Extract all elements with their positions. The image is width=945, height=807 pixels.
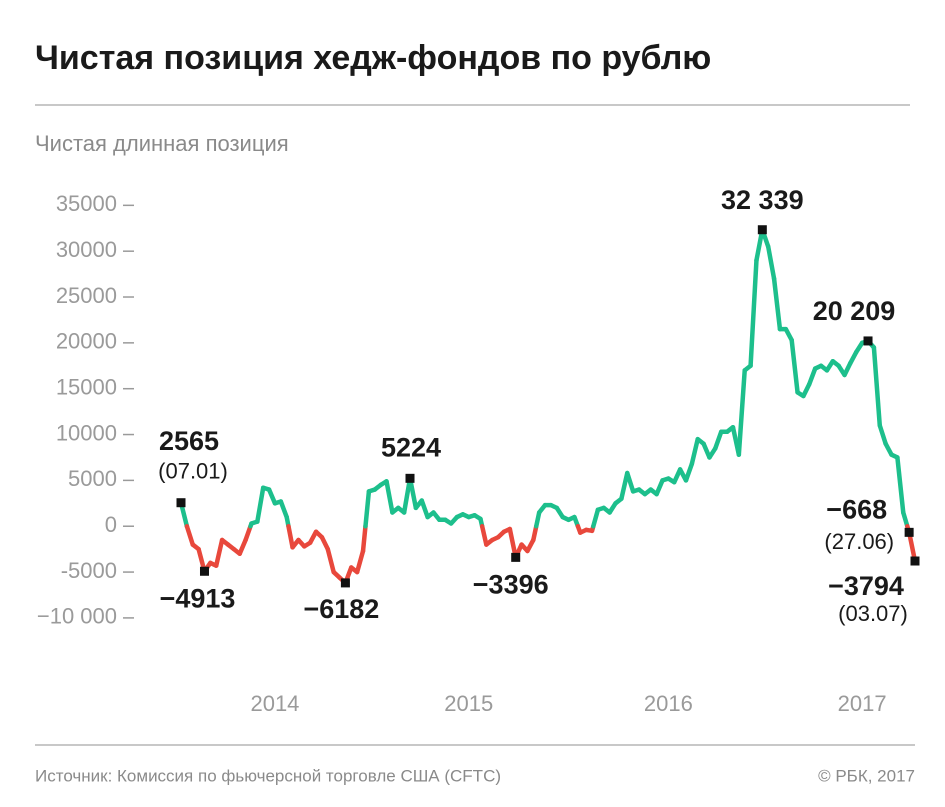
line-segment xyxy=(278,499,289,520)
line-segment xyxy=(877,423,888,446)
line-segment xyxy=(479,523,489,547)
line-segment xyxy=(419,498,430,520)
line-segment xyxy=(736,368,747,457)
line-segment xyxy=(765,244,777,281)
copyright: © РБК, 2017 xyxy=(818,766,915,785)
line-segment xyxy=(713,429,724,451)
line-segment xyxy=(384,479,395,515)
line-segment xyxy=(325,546,336,575)
y-tick-label: 0 xyxy=(105,512,117,537)
source: Источник: Комиссия по фьючерсной торговл… xyxy=(35,766,501,785)
point-marker xyxy=(340,578,350,588)
line-segment xyxy=(255,485,266,524)
line-segment xyxy=(748,258,759,369)
y-tick-label: 25000 xyxy=(56,283,117,308)
chart-title: Чистая позиция хедж-фондов по рублю xyxy=(35,39,711,77)
line-segment xyxy=(683,461,695,483)
value-label: 20 209 xyxy=(813,296,896,326)
point-marker xyxy=(910,556,920,566)
line-segment xyxy=(625,470,636,494)
value-label: −6182 xyxy=(303,594,379,624)
line-segment xyxy=(354,548,366,575)
line-segment xyxy=(534,510,542,529)
y-tick-label: 20000 xyxy=(56,329,117,354)
date-label: (03.07) xyxy=(838,601,908,626)
line-segment xyxy=(591,507,601,529)
line-segment xyxy=(654,478,665,497)
line-segment xyxy=(360,523,368,554)
value-label: −668 xyxy=(826,494,887,524)
line-segment xyxy=(507,526,518,560)
line-segment xyxy=(531,523,539,543)
line-segment xyxy=(754,227,765,263)
value-label: −4913 xyxy=(160,583,236,613)
value-label: 2565 xyxy=(159,426,219,456)
x-tick-label: 2017 xyxy=(838,691,887,716)
line-segment xyxy=(266,487,278,506)
line-segment xyxy=(895,455,906,515)
line-segment xyxy=(184,523,195,547)
line-segment xyxy=(243,523,253,543)
point-marker xyxy=(176,498,186,508)
line-segment xyxy=(237,537,248,556)
value-label: 5224 xyxy=(381,432,441,462)
line-segment xyxy=(901,510,910,529)
point-marker xyxy=(511,552,521,562)
line-segment xyxy=(807,366,818,387)
line-segment xyxy=(407,476,419,511)
value-label: 32 339 xyxy=(721,185,804,215)
line-segment xyxy=(363,489,372,529)
y-tick-label: 15000 xyxy=(56,375,117,400)
y-tick-label: 30000 xyxy=(56,237,117,262)
date-label: (27.06) xyxy=(824,529,894,554)
point-marker xyxy=(904,527,914,537)
line-segment xyxy=(771,276,783,332)
y-tick-label: -5000 xyxy=(61,558,117,583)
point-marker xyxy=(405,473,415,483)
y-tick-label: 10000 xyxy=(56,420,117,445)
x-tick-label: 2014 xyxy=(250,691,299,716)
value-label: −3396 xyxy=(473,569,549,599)
line-segment xyxy=(213,537,225,568)
y-tick-label: −10 000 xyxy=(37,604,117,629)
value-label: −3794 xyxy=(828,571,904,601)
subtitle: Чистая длинная позиция xyxy=(35,131,289,156)
line-segment xyxy=(286,523,295,550)
line-segment xyxy=(689,436,700,467)
y-tick-label: 5000 xyxy=(68,466,117,491)
point-marker xyxy=(199,566,209,576)
x-tick-label: 2015 xyxy=(444,691,493,716)
line-segment xyxy=(789,337,800,395)
y-tick-label: 35000 xyxy=(56,191,117,216)
line-segment xyxy=(871,345,883,428)
x-tick-label: 2016 xyxy=(644,691,693,716)
point-marker xyxy=(757,225,767,235)
point-marker xyxy=(863,336,873,346)
line-segment xyxy=(906,530,918,564)
date-label: (07.01) xyxy=(158,459,228,484)
